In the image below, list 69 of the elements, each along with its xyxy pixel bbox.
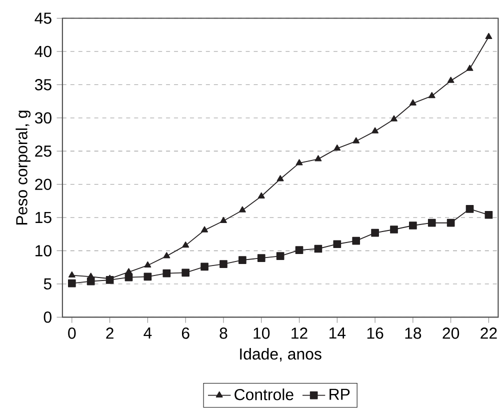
point — [201, 226, 208, 232]
point — [295, 246, 304, 254]
point — [200, 262, 208, 270]
y-tick-label: 20 — [35, 178, 52, 190]
point — [276, 252, 284, 260]
point — [333, 240, 342, 248]
point — [182, 268, 190, 276]
point — [106, 276, 114, 284]
x-tick-label: 10 — [254, 327, 270, 339]
x-tick-label: 20 — [442, 327, 460, 339]
point — [220, 216, 227, 223]
x-tick-label: 14 — [329, 327, 346, 338]
point — [238, 256, 246, 264]
point — [466, 204, 474, 213]
y-tick-label: 15 — [36, 212, 52, 223]
x-tick-label: 18 — [405, 327, 422, 339]
point — [352, 136, 360, 144]
x-tick-label: 22 — [480, 327, 497, 338]
point — [447, 76, 454, 83]
point — [371, 228, 379, 236]
x-axis-title: Idade, anos — [240, 348, 322, 362]
y-tick-label: 5 — [44, 278, 52, 290]
point — [257, 254, 266, 262]
point — [124, 273, 133, 282]
point — [258, 192, 265, 198]
point — [182, 241, 190, 248]
point — [68, 271, 76, 278]
point — [466, 64, 474, 71]
point — [68, 279, 76, 287]
point — [428, 218, 436, 227]
legend-label: RP — [330, 388, 350, 400]
y-tick-label: 25 — [35, 145, 52, 157]
point — [314, 244, 322, 252]
x-tick-label: 8 — [220, 327, 228, 339]
x-tick-label: 4 — [144, 327, 152, 338]
point — [162, 269, 171, 278]
point — [390, 115, 398, 122]
x-tick-label: 6 — [182, 327, 190, 339]
point — [409, 99, 416, 106]
x-tick-label: 0 — [68, 327, 76, 339]
point — [372, 127, 378, 134]
point — [314, 154, 322, 162]
y-tick-label: 30 — [34, 112, 52, 124]
x-tick-label: 2 — [106, 327, 114, 338]
y-tick-label: 45 — [34, 12, 52, 24]
x-tick-label: 16 — [367, 327, 384, 339]
x-tick-label: 12 — [292, 327, 308, 338]
point — [485, 32, 492, 39]
y-tick-label: 10 — [36, 244, 52, 256]
point — [238, 206, 246, 212]
point — [144, 261, 152, 268]
point — [163, 252, 170, 258]
point — [144, 272, 152, 280]
point — [390, 225, 398, 234]
point — [409, 221, 417, 230]
point — [484, 210, 493, 219]
point — [220, 260, 228, 268]
legend-label: Controle — [234, 388, 294, 400]
point — [334, 144, 341, 150]
y-axis-title: Peso corporal, g — [16, 110, 31, 224]
point — [276, 174, 284, 181]
point — [428, 92, 436, 98]
y-tick-label: 40 — [34, 46, 52, 57]
y-tick-label: 35 — [34, 78, 52, 90]
point — [446, 218, 455, 227]
y-tick-label: 0 — [44, 311, 52, 323]
point — [296, 158, 303, 166]
point — [352, 236, 360, 244]
point — [86, 277, 95, 285]
